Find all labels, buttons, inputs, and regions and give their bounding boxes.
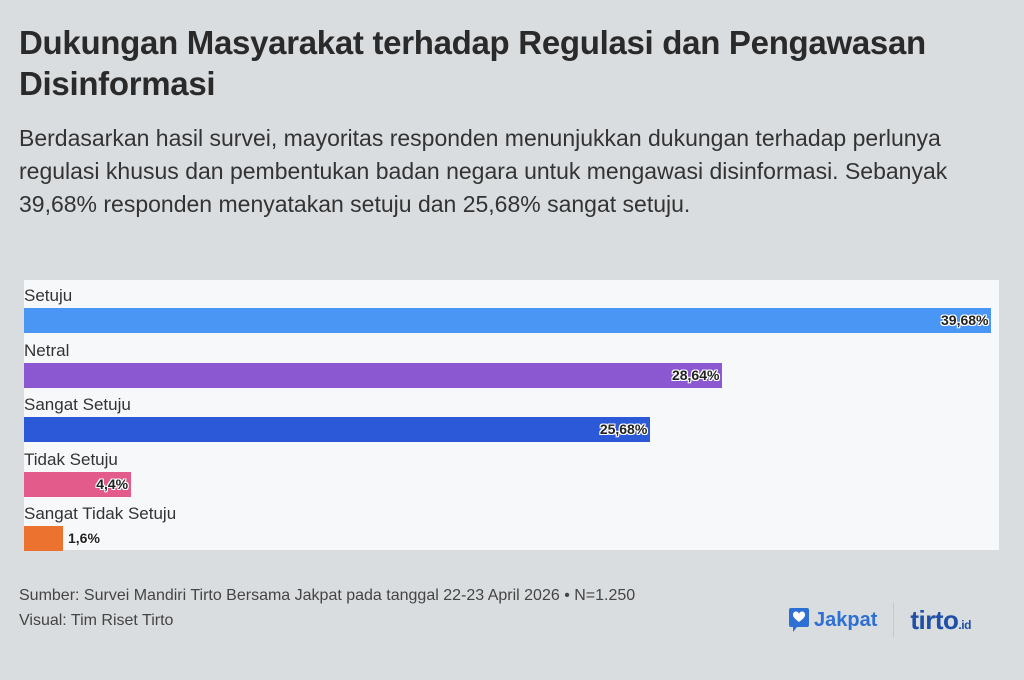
chart-subtitle: Berdasarkan hasil survei, mayoritas resp… [19,125,948,217]
bar [24,417,650,442]
bar [24,308,991,333]
plot-area: Setuju 39,68% Netral 28,64% Sangat Setuju 25,… [24,280,999,551]
data-label: 28,64% [671,366,720,383]
jakpat-wordmark: Jakpat [814,608,878,631]
data-label: 39,68% [941,312,989,328]
data-label: 1,6% [67,530,100,546]
data-label: 25,68% [599,421,648,437]
tirto-logo: tirto.id [910,605,971,636]
category-label: Netral [24,340,70,360]
tirto-suffix: .id [958,617,971,632]
data-label: 4,4% [96,475,129,492]
jakpat-chat-heart-icon [789,608,809,632]
bar [24,526,63,551]
bar [24,362,722,388]
footer: Sumber: Survei Mandiri Tirto Bersama Jak… [19,583,739,633]
chart-title: Dukungan Masyarakat terhadap Regulasi da… [19,24,926,102]
source-note: Sumber: Survei Mandiri Tirto Bersama Jak… [19,587,636,604]
category-label: Sangat Tidak Setuju [24,504,177,523]
logo-divider [893,603,895,637]
category-label: Sangat Setuju [24,395,131,414]
visual-credit: Visual: Tim Riset Tirto [19,612,174,629]
category-label: Setuju [24,286,73,305]
logos: Jakpat tirto.id [788,600,971,640]
jakpat-logo: Jakpat [788,607,877,633]
bar [24,471,132,497]
tirto-wordmark: tirto [910,604,959,635]
category-label: Tidak Setuju [24,449,118,469]
